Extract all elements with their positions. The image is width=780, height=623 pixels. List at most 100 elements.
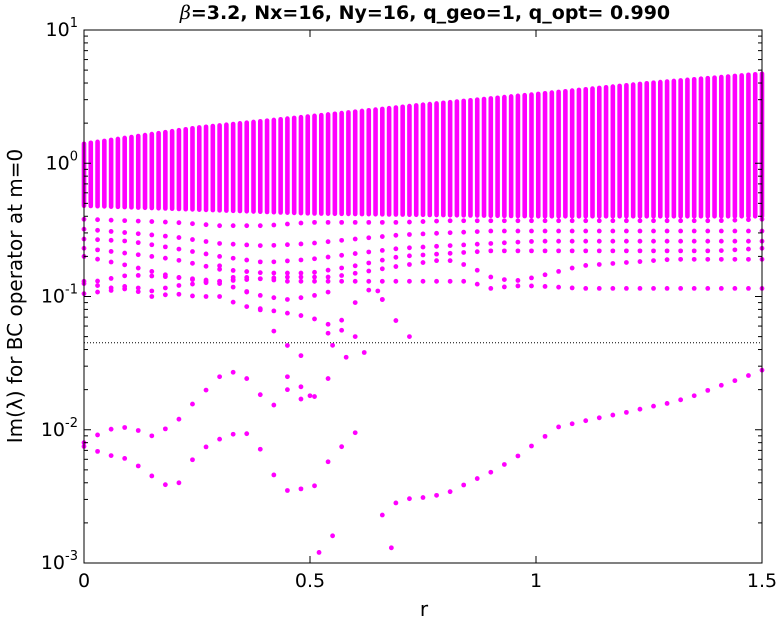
data-point bbox=[352, 270, 358, 276]
data-point bbox=[271, 270, 277, 276]
data-point bbox=[217, 223, 223, 229]
data-point bbox=[190, 401, 195, 407]
data-point bbox=[325, 219, 331, 225]
data-point bbox=[307, 393, 313, 399]
data-point bbox=[217, 374, 223, 380]
y-tick-label: 10-2 bbox=[41, 416, 78, 441]
x-axis-label: r bbox=[420, 597, 429, 621]
data-point bbox=[461, 229, 467, 235]
data-point bbox=[162, 274, 168, 280]
data-point bbox=[420, 252, 426, 258]
data-point bbox=[569, 248, 575, 254]
data-point bbox=[95, 227, 100, 233]
data-point bbox=[217, 436, 223, 442]
data-point bbox=[651, 258, 656, 264]
data-point bbox=[190, 293, 195, 299]
y-tick-base: 10 bbox=[41, 419, 65, 441]
data-point bbox=[705, 256, 711, 262]
data-point bbox=[488, 228, 494, 234]
data-point bbox=[149, 433, 155, 439]
data-point bbox=[312, 394, 317, 399]
data-point bbox=[407, 334, 412, 340]
data-point bbox=[176, 220, 182, 226]
data-point bbox=[379, 257, 385, 263]
data-point bbox=[271, 222, 277, 228]
data-point bbox=[190, 277, 195, 283]
data-point bbox=[352, 278, 358, 284]
data-point bbox=[447, 278, 453, 284]
data-point bbox=[230, 223, 236, 229]
data-point bbox=[637, 259, 643, 264]
data-point bbox=[366, 260, 372, 266]
data-point bbox=[271, 259, 277, 265]
data-point bbox=[678, 238, 684, 244]
data-point bbox=[664, 401, 670, 406]
data-point bbox=[176, 480, 182, 486]
data-point bbox=[447, 489, 453, 495]
data-point bbox=[352, 430, 358, 436]
data-point bbox=[569, 218, 575, 224]
data-point bbox=[162, 244, 168, 250]
data-point bbox=[379, 219, 385, 225]
data-point bbox=[108, 276, 114, 281]
data-point bbox=[271, 328, 277, 334]
data-point bbox=[298, 486, 304, 492]
data-point bbox=[298, 241, 304, 247]
data-point bbox=[298, 274, 304, 280]
data-point bbox=[691, 393, 697, 399]
data-point bbox=[393, 219, 399, 225]
data-point bbox=[637, 238, 643, 244]
data-point bbox=[420, 495, 426, 500]
data-point bbox=[339, 278, 345, 284]
data-point bbox=[285, 374, 290, 380]
data-point bbox=[610, 228, 616, 234]
data-point bbox=[316, 550, 322, 555]
data-point bbox=[515, 278, 521, 283]
data-point bbox=[330, 342, 335, 348]
data-point bbox=[447, 250, 453, 256]
data-point bbox=[515, 248, 521, 254]
data-point bbox=[162, 285, 168, 291]
data-point bbox=[217, 266, 223, 272]
y-tick-label: 10-3 bbox=[41, 549, 78, 574]
data-point bbox=[285, 221, 290, 227]
data-point bbox=[352, 300, 358, 305]
data-point bbox=[474, 249, 480, 255]
data-point bbox=[434, 278, 439, 284]
data-point bbox=[705, 228, 711, 234]
data-point bbox=[610, 218, 616, 224]
data-point bbox=[122, 218, 128, 224]
data-point bbox=[325, 274, 331, 280]
data-point bbox=[149, 473, 155, 479]
data-point bbox=[379, 278, 385, 284]
data-point bbox=[162, 292, 168, 298]
data-point bbox=[95, 237, 100, 243]
y-tick-label: 100 bbox=[46, 149, 78, 174]
data-point bbox=[361, 350, 367, 355]
data-point bbox=[583, 238, 589, 244]
data-point bbox=[596, 218, 602, 224]
data-point bbox=[569, 265, 575, 271]
data-point bbox=[230, 274, 236, 280]
data-point bbox=[407, 278, 412, 284]
data-point bbox=[149, 273, 155, 279]
data-point bbox=[420, 260, 426, 265]
data-point bbox=[610, 248, 616, 254]
data-point bbox=[108, 259, 114, 265]
data-point bbox=[298, 396, 304, 402]
data-point bbox=[285, 278, 290, 284]
data-point bbox=[257, 223, 263, 229]
data-point bbox=[678, 397, 684, 403]
data-point bbox=[501, 248, 507, 254]
title-text: =3.2, Nx=16, Ny=16, q_geo=1, q_opt= 0.99… bbox=[191, 2, 670, 24]
data-point bbox=[651, 228, 656, 234]
data-point bbox=[325, 254, 331, 260]
data-point bbox=[298, 257, 304, 263]
data-point bbox=[664, 228, 670, 234]
y-axis-label: Im(λ) for BC operator at m=0 bbox=[3, 149, 27, 444]
data-point bbox=[529, 218, 534, 224]
data-point bbox=[122, 238, 128, 244]
data-point bbox=[596, 248, 602, 254]
y-tick-exponent: -2 bbox=[65, 416, 78, 431]
data-point bbox=[637, 286, 643, 291]
